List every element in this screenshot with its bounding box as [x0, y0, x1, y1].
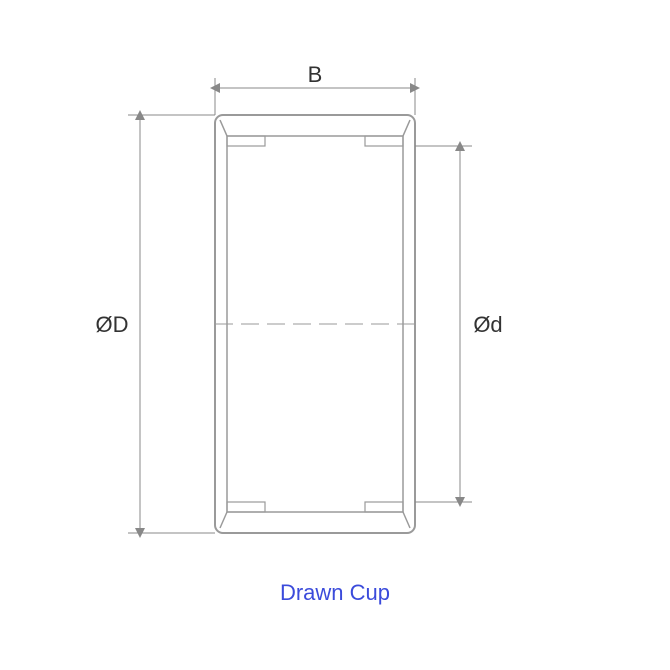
- B-label: B: [308, 62, 323, 87]
- D-label: ØD: [96, 312, 129, 337]
- bearing-drawing: [215, 115, 415, 533]
- d-label: Ød: [473, 312, 502, 337]
- caption: Drawn Cup: [280, 580, 390, 605]
